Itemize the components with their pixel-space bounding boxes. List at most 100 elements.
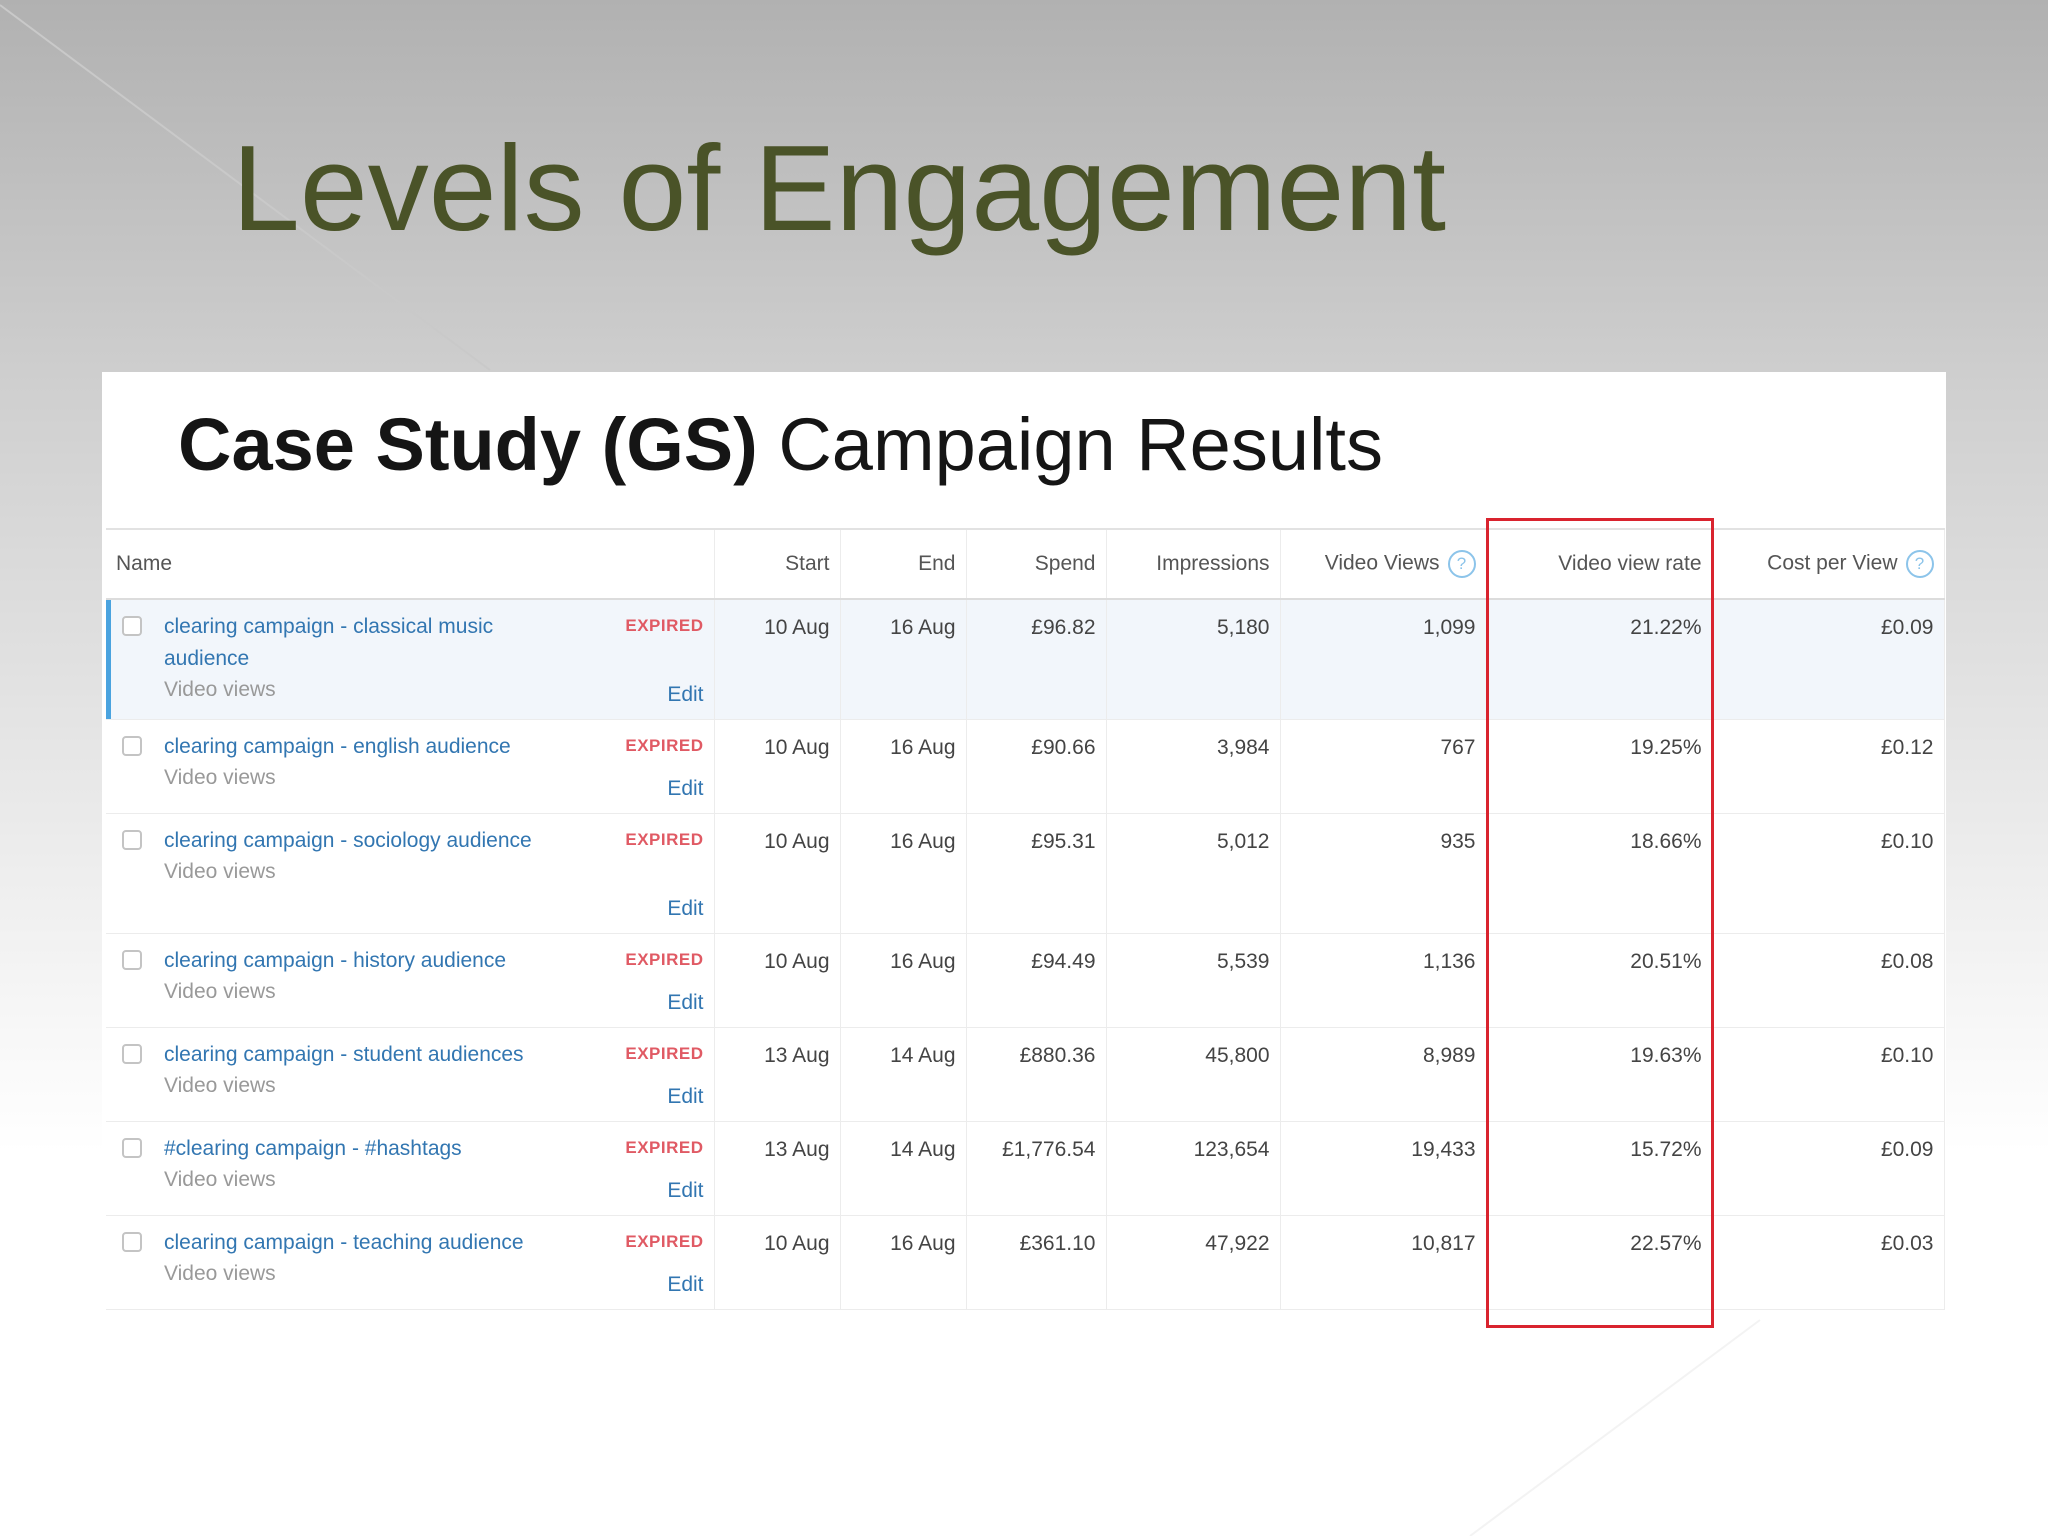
row-checkbox[interactable] [122,735,142,756]
cell-start: 13 Aug [714,1121,841,1216]
table-row[interactable]: #clearing campaign - #hashtags Video view… [106,1121,1945,1216]
cell-video-view-rate: 19.25% [1486,719,1713,814]
cell-video-views: 19,433 [1280,1121,1487,1216]
cell-impressions: 5,539 [1106,933,1281,1028]
edit-link[interactable]: Edit [667,1178,704,1202]
campaign-objective: Video views [164,979,276,1003]
cell-video-view-rate: 22.57% [1486,1215,1713,1310]
cell-cost-per-view: £0.09 [1712,599,1945,720]
campaign-name-link[interactable]: #clearing campaign - #hashtags [164,1136,462,1160]
campaign-results-panel: Case Study (GS) Campaign Results Name St… [102,372,1946,1316]
table-row[interactable]: clearing campaign - sociology audience Vi… [106,813,1945,934]
cell-end: 16 Aug [840,813,967,934]
table-header-row: Name Start End Spend Impressions Video V… [106,528,1945,600]
edit-link[interactable]: Edit [667,1084,704,1108]
panel-heading-rest: Campaign Results [778,403,1383,486]
edit-link[interactable]: Edit [667,896,704,920]
edit-link[interactable]: Edit [667,776,704,800]
help-icon[interactable]: ? [1447,550,1476,578]
row-checkbox[interactable] [122,949,142,970]
col-header-impressions[interactable]: Impressions [1106,528,1281,600]
row-checkbox[interactable] [122,829,142,850]
cell-spend: £96.82 [966,599,1107,720]
status-badge: EXPIRED [625,1231,704,1251]
col-header-video-views-label: Video Views [1324,551,1440,575]
status-badge: EXPIRED [625,1043,704,1063]
col-header-cost-per-view[interactable]: Cost per View? [1712,528,1945,600]
row-checkbox[interactable] [122,1231,142,1252]
cell-start: 13 Aug [714,1027,841,1122]
help-icon[interactable]: ? [1905,550,1934,578]
campaign-name-cell: #clearing campaign - #hashtags Video view… [106,1121,715,1216]
cell-end: 16 Aug [840,1215,967,1310]
campaign-name-cell: clearing campaign - teaching audience Vid… [106,1215,715,1310]
col-header-end[interactable]: End [840,528,967,600]
cell-cost-per-view: £0.09 [1712,1121,1945,1216]
cell-end: 16 Aug [840,933,967,1028]
campaign-name-link[interactable]: clearing campaign - history audience [164,948,507,972]
slide-title: Levels of Engagement [232,120,1447,256]
row-checkbox[interactable] [122,616,142,636]
row-checkbox[interactable] [122,1043,142,1064]
col-header-start[interactable]: Start [714,528,841,600]
cell-start: 10 Aug [714,599,841,720]
cell-cost-per-view: £0.03 [1712,1215,1945,1310]
status-badge: EXPIRED [625,616,704,635]
status-badge: EXPIRED [625,829,704,849]
edit-link[interactable]: Edit [667,990,704,1014]
edit-link[interactable]: Edit [667,1272,704,1296]
cell-video-view-rate: 20.51% [1486,933,1713,1028]
status-badge: EXPIRED [625,1137,704,1157]
cell-video-view-rate: 15.72% [1486,1121,1713,1216]
campaign-name-cell: clearing campaign - history audience Vide… [106,933,715,1028]
cell-cost-per-view: £0.10 [1712,1027,1945,1122]
cell-cost-per-view: £0.12 [1712,719,1945,814]
status-badge: EXPIRED [625,949,704,969]
panel-heading: Case Study (GS) Campaign Results [178,402,1383,487]
cell-spend: £90.66 [966,719,1107,814]
cell-impressions: 123,654 [1106,1121,1281,1216]
cell-video-views: 10,817 [1280,1215,1487,1310]
campaign-name-cell: clearing campaign - student audiences Vid… [106,1027,715,1122]
cell-start: 10 Aug [714,813,841,934]
campaign-name-link[interactable]: clearing campaign - teaching audience [164,1230,524,1254]
table-row[interactable]: clearing campaign - english audience Vide… [106,719,1945,814]
col-header-video-view-rate[interactable]: Video view rate [1486,528,1713,600]
cell-video-views: 8,989 [1280,1027,1487,1122]
campaign-name-cell: clearing campaign - english audience Vide… [106,719,715,814]
cell-video-view-rate: 19.63% [1486,1027,1713,1122]
cell-start: 10 Aug [714,719,841,814]
campaign-objective: Video views [164,678,276,701]
col-header-name[interactable]: Name [106,528,715,600]
campaign-name-link[interactable]: clearing campaign - student audiences [164,1042,524,1066]
cell-video-views: 1,099 [1280,599,1487,720]
cell-cost-per-view: £0.08 [1712,933,1945,1028]
table-row[interactable]: clearing campaign - history audience Vide… [106,933,1945,1028]
cell-impressions: 47,922 [1106,1215,1281,1310]
col-header-cost-per-view-label: Cost per View [1767,551,1898,575]
cell-video-view-rate: 18.66% [1486,813,1713,934]
cell-end: 16 Aug [840,599,967,720]
cell-spend: £880.36 [966,1027,1107,1122]
cell-impressions: 45,800 [1106,1027,1281,1122]
campaign-name-link[interactable]: clearing campaign - english audience [164,734,511,758]
table-row[interactable]: clearing campaign - teaching audience Vid… [106,1215,1945,1310]
campaign-objective: Video views [164,1167,276,1191]
edit-link[interactable]: Edit [667,682,704,706]
cell-spend: £94.49 [966,933,1107,1028]
campaign-objective: Video views [164,1261,276,1285]
table-row[interactable]: clearing campaign - student audiences Vid… [106,1027,1945,1122]
campaign-name-link[interactable]: clearing campaign - sociology audience [164,828,532,852]
campaign-name-link[interactable]: clearing campaign - classical music audi… [164,615,494,670]
row-checkbox[interactable] [122,1137,142,1158]
campaign-name-cell: clearing campaign - classical music audi… [106,599,715,720]
cell-video-views: 1,136 [1280,933,1487,1028]
cell-start: 10 Aug [714,933,841,1028]
panel-heading-bold: Case Study (GS) [178,403,758,486]
cell-start: 10 Aug [714,1215,841,1310]
campaign-objective: Video views [164,765,276,789]
table-row[interactable]: clearing campaign - classical music audi… [106,599,1945,720]
cell-video-view-rate: 21.22% [1486,599,1713,720]
col-header-spend[interactable]: Spend [966,528,1107,600]
col-header-video-views[interactable]: Video Views? [1280,528,1487,600]
